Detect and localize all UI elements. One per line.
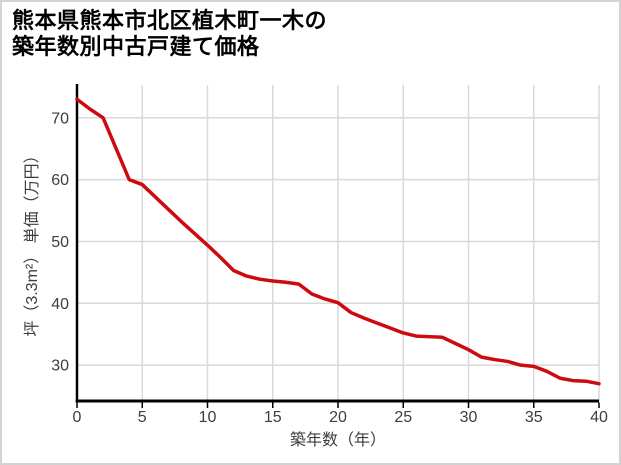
y-tick-label: 50 xyxy=(51,234,69,251)
x-tick-label: 20 xyxy=(329,409,347,426)
y-tick-label: 60 xyxy=(51,172,69,189)
x-tick-label: 15 xyxy=(264,409,282,426)
x-tick-label: 35 xyxy=(525,409,543,426)
y-tick-label: 40 xyxy=(51,296,69,313)
y-tick-label: 30 xyxy=(51,358,69,375)
chart-title-line1: 熊本県熊本市北区植木町一木の xyxy=(12,8,328,33)
chart-title: 熊本県熊本市北区植木町一木の 築年数別中古戸建て価格 xyxy=(12,8,327,60)
x-axis-label: 築年数（年） xyxy=(289,432,386,449)
x-tick-label: 5 xyxy=(138,409,147,426)
y-axis-label: 坪（3.3m²） 単価（万円） xyxy=(24,147,41,337)
x-tick-label: 30 xyxy=(460,409,478,426)
price-line-series xyxy=(75,97,601,386)
y-tick-label: 70 xyxy=(51,110,69,127)
x-tick-label: 10 xyxy=(199,409,217,426)
x-tick-label: 25 xyxy=(394,409,412,426)
x-tick-label: 40 xyxy=(590,409,608,426)
x-tick-label: 0 xyxy=(73,409,82,426)
chart-title-line2: 築年数別中古戸建て価格 xyxy=(12,34,260,59)
